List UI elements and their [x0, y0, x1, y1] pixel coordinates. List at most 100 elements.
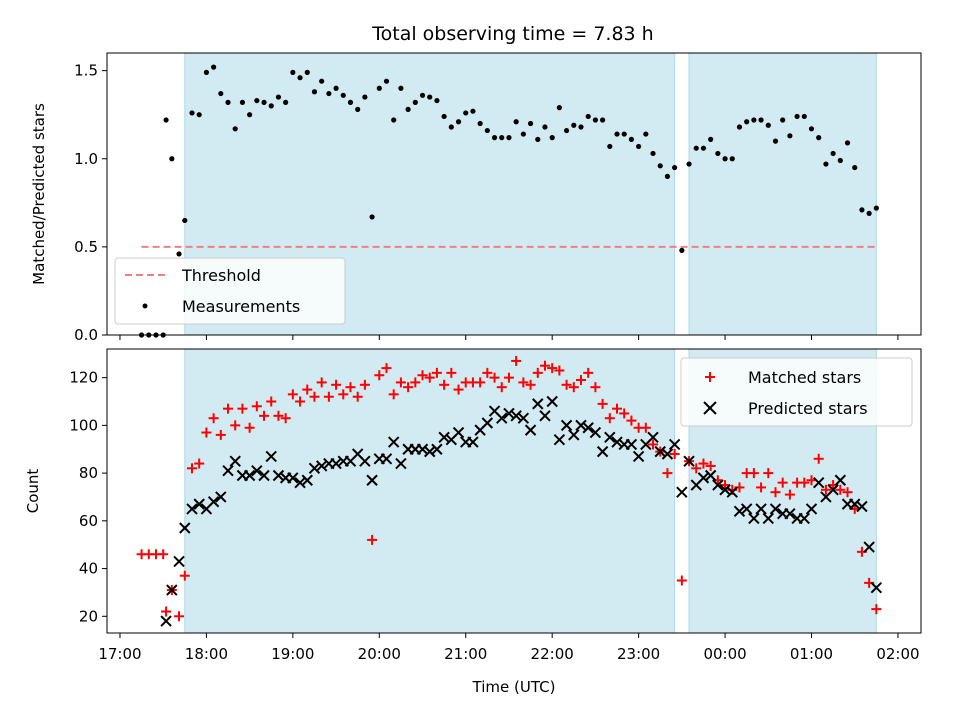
predicted-star-marker-b — [193, 498, 205, 510]
measurement-point — [873, 205, 879, 211]
measurement-point — [614, 131, 620, 137]
measurement-point — [729, 156, 735, 162]
predicted-star-marker-b — [488, 405, 501, 417]
predicted-star-marker-b — [604, 431, 616, 444]
predicted-star-marker-b — [632, 450, 645, 463]
measurement-point — [607, 143, 613, 150]
measurement-point — [628, 136, 635, 142]
predicted-star-marker-b — [834, 474, 847, 486]
predicted-star-marker-b — [503, 407, 515, 420]
measurement-point — [225, 99, 231, 105]
measurement-point — [398, 85, 404, 91]
top-axes-frame — [106, 52, 922, 336]
predicted-star-marker-b — [186, 503, 198, 515]
measurement-point — [765, 122, 771, 128]
legend-threshold-label: Threshold — [181, 266, 261, 285]
predicted-star-marker-b — [676, 486, 688, 498]
measurement-point — [448, 124, 454, 130]
measurement-point — [499, 135, 505, 141]
measurement-point — [275, 94, 282, 100]
predicted-star-marker-b — [330, 457, 342, 470]
predicted-star-marker-b — [315, 460, 328, 472]
measurement-point — [585, 113, 591, 120]
measurement-point — [297, 75, 303, 81]
measurement-point — [808, 126, 815, 132]
x-tick-label: 20:00 — [358, 645, 401, 663]
top-y-axis-label: Matched/Predicted stars — [30, 103, 48, 285]
measurement-point — [744, 119, 750, 125]
predicted-star-marker-b — [611, 436, 623, 448]
predicted-star-marker-b — [553, 433, 566, 446]
measurement-point — [527, 120, 534, 127]
legend-measurements-swatch — [142, 303, 148, 309]
legend-matched-swatch — [705, 372, 715, 382]
measurement-point — [203, 69, 210, 75]
predicted-star-marker-b — [575, 419, 587, 432]
predicted-star-marker-b — [647, 431, 659, 444]
predicted-star-marker-b — [424, 445, 436, 458]
predicted-star-marker-b — [704, 469, 717, 482]
measurement-point — [592, 117, 599, 123]
measurement-point — [672, 164, 678, 171]
measurement-point — [283, 99, 289, 105]
measurement-point — [657, 163, 663, 169]
measurement-point — [816, 135, 822, 141]
measurement-point — [506, 135, 512, 141]
predicted-star-marker-b — [496, 412, 508, 424]
measurement-point — [261, 99, 267, 105]
measurement-point — [491, 135, 498, 141]
predicted-star-marker-b — [849, 498, 861, 510]
measurement-point — [772, 138, 779, 144]
predicted-star-marker-b — [870, 581, 883, 594]
measurement-point — [866, 210, 872, 216]
measurement-point — [563, 127, 570, 134]
measurement-point — [643, 131, 649, 137]
measurement-point — [319, 78, 325, 84]
measurement-point — [664, 173, 671, 179]
measurement-point — [636, 143, 642, 150]
measurement-point — [859, 207, 865, 213]
predicted-star-marker-b — [287, 472, 299, 484]
measurement-point — [736, 124, 743, 130]
predicted-star-marker-b — [654, 445, 666, 458]
predicted-star-marker-b — [769, 503, 782, 515]
measurement-point — [441, 113, 447, 120]
measurement-point — [801, 113, 807, 120]
chart-title: Total observing time = 7.83 h — [371, 23, 653, 45]
measurement-point — [376, 85, 382, 91]
measurement-point — [794, 113, 800, 120]
legend-matched-label: Matched stars — [748, 368, 861, 387]
measurement-point — [621, 131, 627, 137]
measurement-point — [844, 140, 851, 146]
predicted-star-marker-b — [668, 438, 681, 451]
top-legend-box — [114, 257, 346, 325]
predicted-star-marker-b — [582, 422, 594, 434]
predicted-star-marker-b — [755, 503, 767, 515]
bottom-x-ticks: 17:00 18:00 19:00 20:00 21:00 22:00 23:00 00:00… — [98, 633, 920, 663]
predicted-star-marker-b — [258, 469, 270, 482]
measurement-point — [477, 120, 483, 127]
measurement-point — [751, 117, 757, 123]
predicted-star-marker-b — [207, 496, 220, 508]
predicted-star-marker-b — [272, 469, 285, 482]
measurement-point — [434, 97, 440, 104]
measurement-point — [650, 150, 656, 157]
predicted-star-marker-b — [719, 484, 731, 496]
measurement-point — [196, 112, 202, 118]
x-tick-label: 21:00 — [444, 645, 487, 663]
bottom-y-tick-label: 60 — [79, 512, 98, 530]
top-x-ticks — [119, 335, 899, 340]
x-tick-label: 00:00 — [703, 645, 746, 663]
measurement-point — [693, 145, 699, 151]
measurement-point — [513, 119, 519, 125]
bottom-window-0 — [184, 349, 675, 633]
measurement-point — [455, 119, 462, 125]
measurement-point — [830, 150, 836, 157]
measurement-point — [311, 89, 318, 95]
predicted-star-marker-b — [560, 419, 573, 432]
measurement-point — [708, 136, 714, 142]
top-window-1 — [689, 53, 877, 335]
measurement-point — [412, 99, 418, 105]
predicted-star-marker-b — [251, 465, 263, 477]
predicted-star-marker-b — [856, 500, 868, 513]
